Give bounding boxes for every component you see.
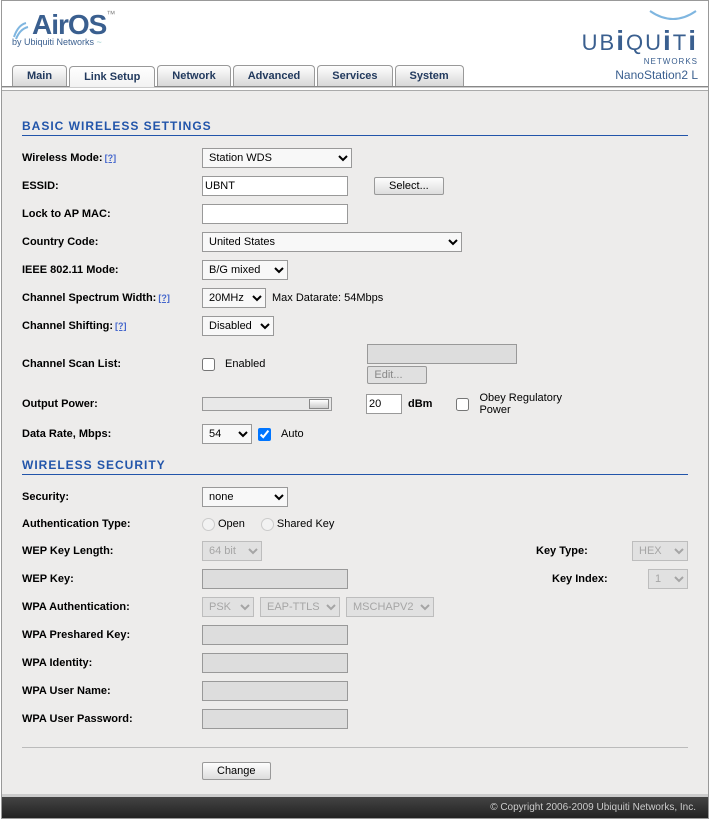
help-wireless-mode[interactable]: [?] (105, 153, 117, 163)
help-spectrum-width[interactable]: [?] (158, 293, 170, 303)
label-shared: Shared Key (277, 518, 334, 530)
label-auto: Auto (281, 428, 304, 440)
wpa-auth3-select: MSCHAPV2 (346, 597, 434, 617)
help-channel-shifting[interactable]: [?] (115, 321, 127, 331)
wpa-auth1-select: PSK (202, 597, 254, 617)
label-auth-type: Authentication Type: (22, 518, 202, 530)
label-open: Open (218, 518, 245, 530)
header: AirOS™ by Ubiquiti Networks ~ UBiQUiTi N… (2, 1, 708, 61)
label-lock-mac: Lock to AP MAC: (22, 208, 202, 220)
label-wireless-mode: Wireless Mode: (22, 152, 103, 164)
divider (22, 747, 688, 748)
security-select[interactable]: none (202, 487, 288, 507)
label-enabled: Enabled (225, 358, 265, 370)
label-scan-list: Channel Scan List: (22, 358, 202, 370)
label-channel-shifting: Channel Shifting: (22, 320, 113, 332)
data-rate-select[interactable]: 54 (202, 424, 252, 444)
label-wpa-user: WPA User Name: (22, 685, 202, 697)
scan-list-input (367, 344, 517, 364)
label-data-rate: Data Rate, Mbps: (22, 428, 202, 440)
tab-main[interactable]: Main (12, 65, 67, 86)
section-security-title: WIRELESS SECURITY (22, 458, 688, 475)
label-obey: Obey Regulatory Power (479, 392, 589, 416)
wpa-user-input (202, 681, 348, 701)
label-key-index: Key Index: (552, 573, 642, 585)
tab-advanced[interactable]: Advanced (233, 65, 316, 86)
dbm-text: dBm (408, 398, 432, 410)
section-basic-title: BASIC WIRELESS SETTINGS (22, 119, 688, 136)
ieee-mode-select[interactable]: B/G mixed (202, 260, 288, 280)
wireless-mode-select[interactable]: Station WDS (202, 148, 352, 168)
wpa-pass-input (202, 709, 348, 729)
tab-network[interactable]: Network (157, 65, 230, 86)
device-name: NanoStation2 L (615, 68, 698, 86)
lock-mac-input[interactable] (202, 204, 348, 224)
label-output-power: Output Power: (22, 398, 202, 410)
auth-shared-radio (261, 518, 274, 531)
output-power-slider[interactable] (202, 397, 332, 411)
spectrum-width-select[interactable]: 20MHz (202, 288, 266, 308)
scan-edit-button: Edit... (367, 366, 427, 384)
obey-checkbox[interactable] (456, 398, 469, 411)
label-wep-key: WEP Key: (22, 573, 202, 585)
label-wpa-psk: WPA Preshared Key: (22, 629, 202, 641)
logo-airos: AirOS™ by Ubiquiti Networks ~ (12, 9, 115, 47)
label-ieee-mode: IEEE 802.11 Mode: (22, 264, 202, 276)
label-spectrum-width: Channel Spectrum Width: (22, 292, 156, 304)
label-wpa-identity: WPA Identity: (22, 657, 202, 669)
label-wep-key-len: WEP Key Length: (22, 545, 202, 557)
change-button[interactable]: Change (202, 762, 271, 780)
wpa-identity-input (202, 653, 348, 673)
label-wpa-pass: WPA User Password: (22, 713, 202, 725)
essid-input[interactable] (202, 176, 348, 196)
key-type-select: HEX (632, 541, 688, 561)
key-index-select: 1 (648, 569, 688, 589)
tab-services[interactable]: Services (317, 65, 392, 86)
wep-key-len-select: 64 bit (202, 541, 262, 561)
logo-ubiquiti: UBiQUiTi NETWORKS (582, 9, 698, 66)
label-key-type: Key Type: (536, 545, 626, 557)
output-power-input[interactable] (366, 394, 402, 414)
wep-key-input (202, 569, 348, 589)
max-datarate-text: Max Datarate: 54Mbps (272, 292, 383, 304)
label-security: Security: (22, 491, 202, 503)
channel-shifting-select[interactable]: Disabled (202, 316, 274, 336)
country-select[interactable]: United States (202, 232, 462, 252)
wpa-psk-input (202, 625, 348, 645)
scan-enabled-checkbox[interactable] (202, 358, 215, 371)
essid-select-button[interactable]: Select... (374, 177, 444, 195)
footer: © Copyright 2006-2009 Ubiquiti Networks,… (2, 794, 708, 818)
auto-rate-checkbox[interactable] (258, 428, 271, 441)
ubnt-swoosh-icon (648, 9, 698, 25)
auth-open-radio (202, 518, 215, 531)
wpa-auth2-select: EAP-TTLS (260, 597, 340, 617)
label-country: Country Code: (22, 236, 202, 248)
tab-link-setup[interactable]: Link Setup (69, 66, 155, 87)
tab-system[interactable]: System (395, 65, 464, 86)
label-essid: ESSID: (22, 180, 202, 192)
label-wpa-auth: WPA Authentication: (22, 601, 202, 613)
